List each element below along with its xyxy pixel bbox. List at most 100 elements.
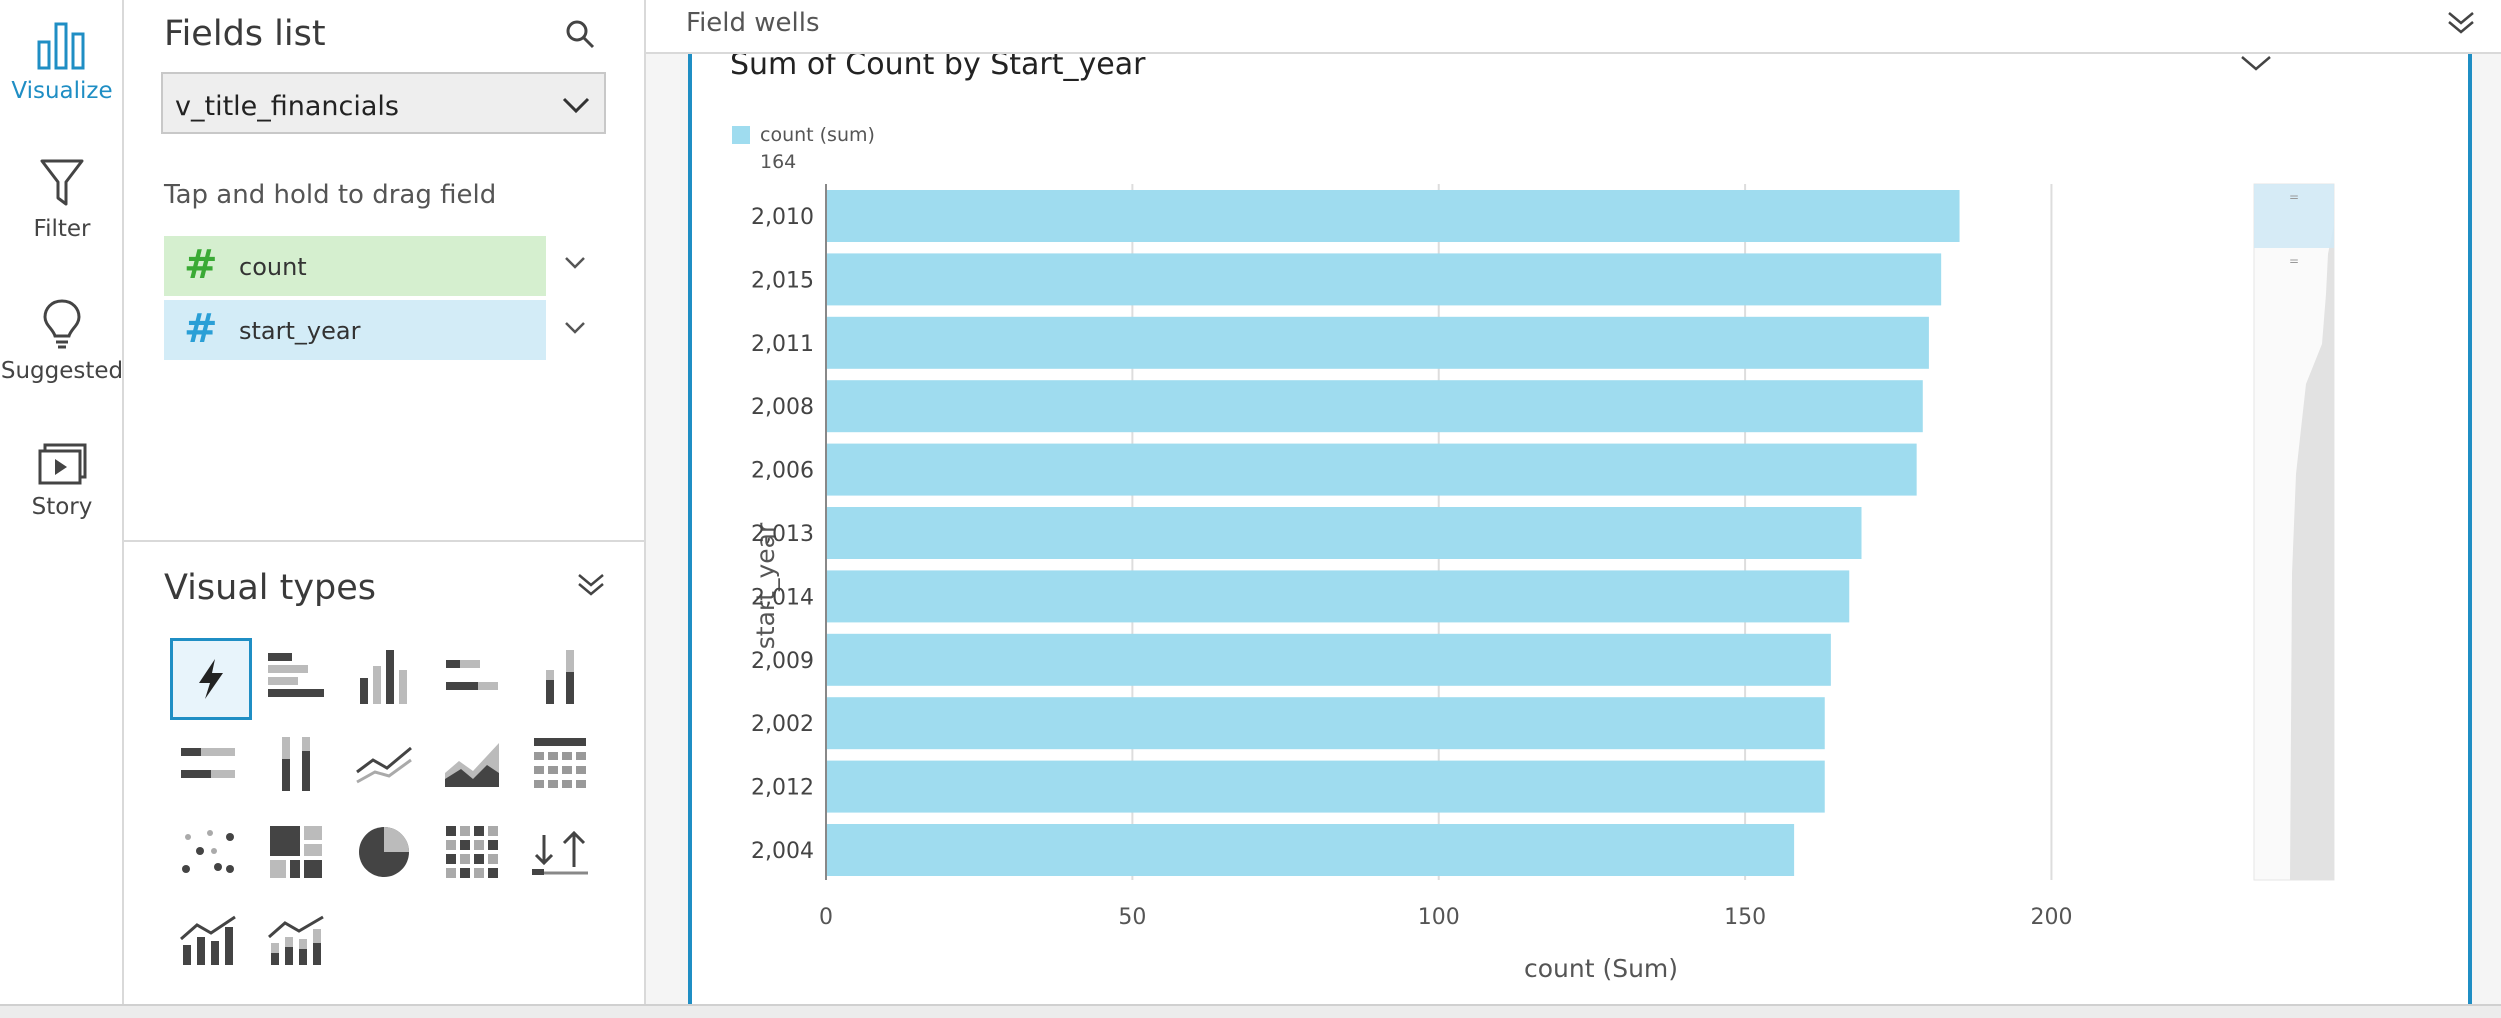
- visual-type-stacked-vertical-bar[interactable]: [522, 638, 598, 714]
- dataset-select[interactable]: v_title_financials: [161, 72, 606, 134]
- bar[interactable]: [827, 253, 1942, 306]
- bar[interactable]: [827, 633, 1831, 686]
- heat-map-icon: [446, 826, 498, 878]
- bottom-scroll-strip: [0, 1004, 2501, 1018]
- scatter-plot-icon: [182, 830, 234, 873]
- visual-type-stacked-horizontal-bar[interactable]: [434, 638, 510, 714]
- visual-type-tree-map[interactable]: [258, 814, 334, 890]
- visual-types-title: Visual types: [164, 568, 377, 608]
- bar[interactable]: [827, 443, 1917, 496]
- field-wells-bar[interactable]: Field wells: [646, 0, 2501, 54]
- pivot-table-icon: [534, 738, 586, 788]
- bar[interactable]: [827, 824, 1795, 876]
- visual-type-vertical-bar[interactable]: [346, 638, 422, 714]
- line-chart-icon: [356, 746, 412, 784]
- x-tick-labels: 0 50 100 150 200: [819, 905, 2072, 930]
- nav-filter[interactable]: Filter: [0, 158, 124, 242]
- legend-value: 164: [760, 151, 796, 173]
- chart-title: Sum of Count by Start_year: [730, 54, 1146, 82]
- bar[interactable]: [827, 380, 1923, 433]
- nav-visualize[interactable]: Visualize: [0, 20, 124, 104]
- nav-story[interactable]: Story: [0, 442, 124, 520]
- visual-type-pivot-table[interactable]: [522, 726, 598, 802]
- visual-menu-chevron-icon[interactable]: [2241, 56, 2271, 71]
- visual-type-line-chart[interactable]: [346, 726, 422, 802]
- visual-type-autograph[interactable]: [170, 638, 252, 720]
- bars: [827, 190, 1960, 876]
- play-slides-icon: [38, 443, 87, 485]
- y-tick-label: 2,010: [751, 205, 814, 230]
- drag-hint-text: Tap and hold to drag field: [164, 180, 497, 210]
- bar[interactable]: [827, 697, 1825, 750]
- svg-text:=: =: [2289, 254, 2299, 268]
- x-tick-label: 0: [819, 905, 833, 930]
- field-menu-chevron-icon[interactable]: [564, 321, 586, 335]
- field-chip-start-year[interactable]: # start_year: [164, 300, 546, 360]
- visual-type-percent-vertical-bar[interactable]: [258, 726, 334, 802]
- nav-visualize-label: Visualize: [11, 78, 113, 104]
- combo-bar-line-icon: [180, 915, 236, 965]
- legend-label: count (sum): [760, 124, 875, 146]
- visual-type-heat-map[interactable]: [434, 814, 510, 890]
- x-tick-label: 100: [1418, 905, 1460, 930]
- nav-suggested[interactable]: Suggested: [0, 298, 124, 384]
- analysis-canvas: Field wells Sum of Count by Start_year c…: [644, 0, 2501, 1004]
- search-icon[interactable]: [564, 18, 596, 50]
- dimension-hash-icon: #: [184, 306, 218, 352]
- field-chip-count[interactable]: # count: [164, 236, 546, 296]
- chart-scrollbar[interactable]: = =: [2253, 183, 2335, 881]
- percent-horizontal-bar-icon: [181, 748, 235, 778]
- visual-card[interactable]: Sum of Count by Start_year count (sum) 1…: [688, 54, 2472, 1004]
- field-name: count: [239, 253, 307, 281]
- svg-text:=: =: [2289, 190, 2299, 204]
- field-wells-label: Field wells: [686, 8, 820, 38]
- visual-type-pie-chart[interactable]: [346, 814, 422, 890]
- field-name: start_year: [239, 317, 361, 345]
- bar[interactable]: [827, 507, 1862, 559]
- x-tick-label: 50: [1118, 905, 1146, 930]
- measure-hash-icon: #: [184, 242, 218, 288]
- bar[interactable]: [827, 570, 1850, 623]
- autograph-icon: [199, 659, 223, 699]
- legend-swatch: [732, 126, 750, 144]
- y-tick-label: 2,008: [751, 395, 814, 420]
- x-tick-label: 150: [1724, 905, 1766, 930]
- visual-type-area-chart[interactable]: [434, 726, 510, 802]
- pie-chart-icon: [359, 827, 409, 877]
- visual-type-percent-horizontal-bar[interactable]: [170, 726, 246, 802]
- visual-types-panel: Visual types: [124, 540, 644, 1004]
- expand-double-chevron-icon[interactable]: [2446, 10, 2476, 36]
- funnel-icon: [40, 159, 84, 206]
- bar[interactable]: [827, 190, 1960, 242]
- stacked-vertical-bar-icon: [546, 650, 574, 704]
- y-tick-label: 2,004: [751, 839, 814, 864]
- horizontal-bar-icon: [268, 653, 324, 697]
- collapse-double-chevron-icon[interactable]: [576, 572, 606, 598]
- y-axis-label: start_year: [751, 522, 780, 649]
- bar[interactable]: [827, 316, 1929, 369]
- visual-type-scatter-plot[interactable]: [170, 814, 246, 890]
- y-tick-label: 2,013: [751, 522, 814, 547]
- nav-suggested-label: Suggested: [0, 358, 124, 384]
- vertical-bar-icon: [360, 650, 407, 704]
- visual-type-kpi[interactable]: [522, 814, 598, 890]
- left-nav-rail: Visualize Filter Suggested Story: [0, 0, 124, 1018]
- nav-story-label: Story: [31, 494, 93, 520]
- x-tick-label: 200: [2030, 905, 2072, 930]
- bar-chart-icon: [37, 22, 85, 70]
- fields-list-title: Fields list: [164, 14, 326, 54]
- visual-type-combo-stacked-line[interactable]: [258, 902, 334, 978]
- bar-chart: Sum of Count by Start_year count (sum) 1…: [730, 54, 2335, 983]
- field-menu-chevron-icon[interactable]: [564, 256, 586, 270]
- bar[interactable]: [827, 760, 1825, 813]
- visual-type-horizontal-bar[interactable]: [258, 638, 334, 714]
- nav-filter-label: Filter: [33, 216, 91, 242]
- y-tick-label: 2,002: [751, 712, 814, 737]
- y-tick-label: 2,015: [751, 268, 814, 293]
- stacked-horizontal-bar-icon: [446, 660, 498, 690]
- visual-type-combo-bar-line[interactable]: [170, 902, 246, 978]
- dataset-select-value: v_title_financials: [175, 91, 400, 122]
- kpi-icon: [532, 830, 588, 875]
- x-axis-label: count (Sum): [1524, 954, 1678, 983]
- fields-list-panel: Fields list v_title_financials Tap and h…: [124, 0, 644, 540]
